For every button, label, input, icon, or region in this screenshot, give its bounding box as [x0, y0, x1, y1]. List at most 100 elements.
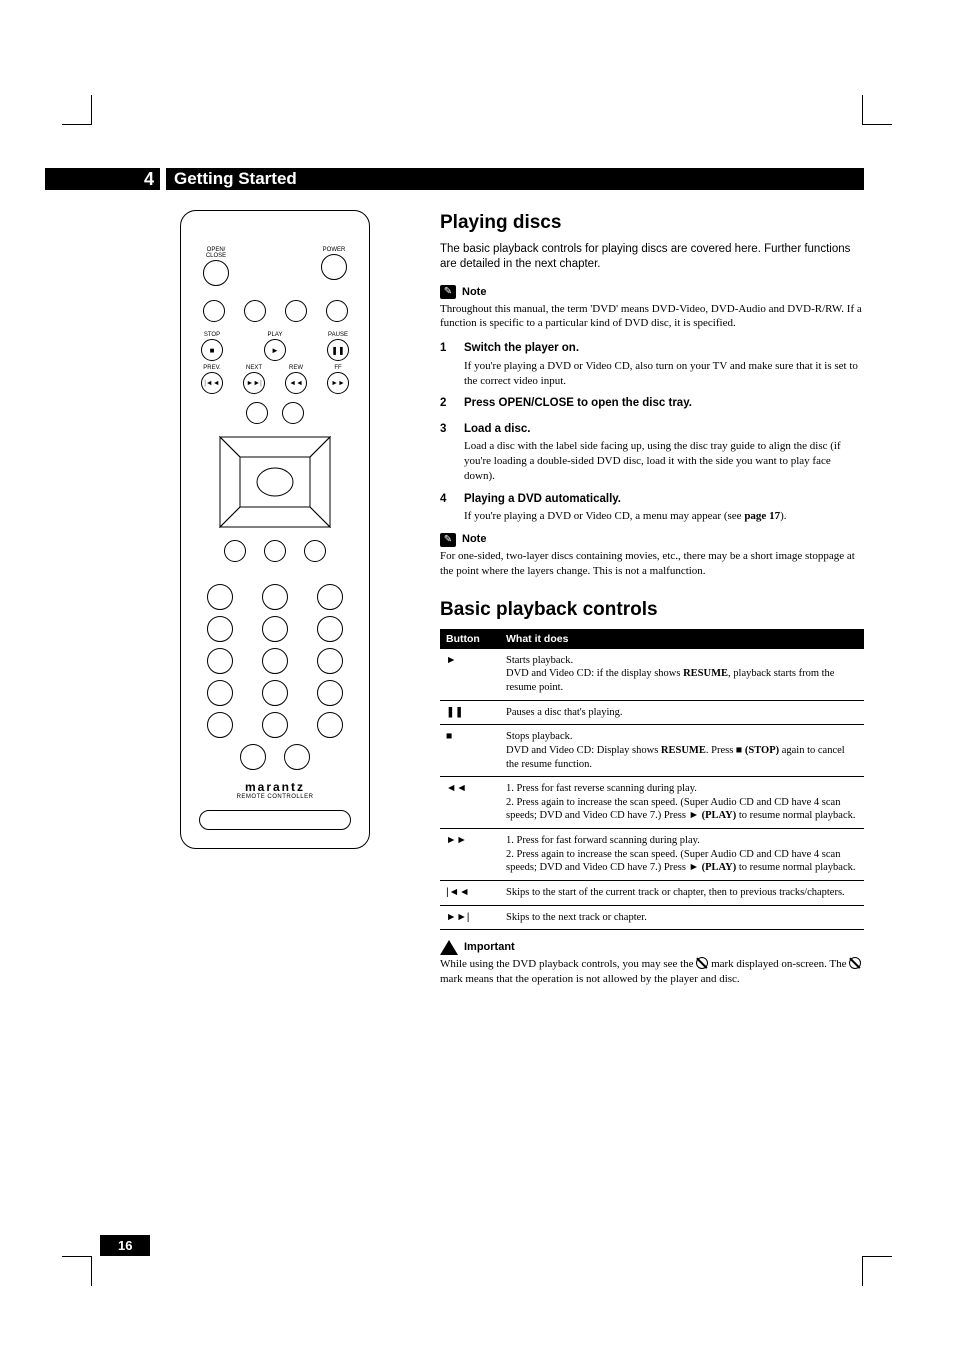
page-content: 4 Getting Started OPEN/ CLOSE POWER — [45, 168, 864, 997]
note-1-text: Throughout this manual, the term 'DVD' m… — [440, 302, 864, 332]
step: 3Load a disc.Load a disc with the label … — [440, 422, 864, 484]
next-label: NEXT — [246, 365, 262, 371]
warning-icon — [440, 940, 458, 955]
generic-button — [317, 584, 343, 610]
generic-button — [317, 616, 343, 642]
pause-label: PAUSE — [328, 332, 348, 338]
remote-base — [199, 810, 351, 830]
important-text: While using the DVD playback controls, y… — [440, 957, 864, 987]
step-number: 3 — [440, 422, 454, 484]
prohibit-icon — [696, 957, 708, 969]
stop-label: STOP — [204, 332, 220, 338]
table-row: ❚❚Pauses a disc that's playing. — [440, 700, 864, 725]
intro-text: The basic playback controls for playing … — [440, 242, 864, 273]
brand-subtitle: REMOTE CONTROLLER — [193, 794, 357, 800]
step-text: If you're playing a DVD or Video CD, als… — [464, 359, 864, 389]
button-symbol: |◄◄ — [440, 881, 500, 906]
generic-button — [317, 648, 343, 674]
table-row: ►►|Skips to the next track or chapter. — [440, 905, 864, 930]
generic-button — [317, 680, 343, 706]
generic-button — [207, 648, 233, 674]
button-description: Pauses a disc that's playing. — [500, 700, 864, 725]
power-label: POWER — [323, 247, 346, 253]
step-number: 4 — [440, 492, 454, 524]
next-button: ►►| — [243, 372, 265, 394]
step-text: Load a disc with the label side facing u… — [464, 439, 864, 484]
ff-label: FF — [334, 365, 341, 371]
ff-button: ►► — [327, 372, 349, 394]
note-icon: ✎ — [440, 285, 456, 299]
generic-button — [207, 584, 233, 610]
table-row: ◄◄1. Press for fast reverse scanning dur… — [440, 777, 864, 829]
page-number: 16 — [100, 1235, 150, 1256]
generic-button — [262, 648, 288, 674]
note-2-text: For one-sided, two-layer discs containin… — [440, 549, 864, 579]
stop-button: ■ — [201, 339, 223, 361]
section-title-basic-controls: Basic playback controls — [440, 597, 864, 623]
generic-button — [244, 300, 266, 322]
table-row: ►►1. Press for fast forward scanning dur… — [440, 829, 864, 881]
table-row: ►Starts playback. DVD and Video CD: if t… — [440, 649, 864, 700]
chapter-header: 4 Getting Started — [45, 168, 864, 190]
steps-list: 1Switch the player on.If you're playing … — [440, 341, 864, 524]
generic-button — [203, 300, 225, 322]
button-symbol: ► — [440, 649, 500, 700]
generic-button — [282, 402, 304, 424]
pause-button: ❚❚ — [327, 339, 349, 361]
table-header-desc: What it does — [500, 629, 864, 649]
step-title: Press OPEN/CLOSE to open the disc tray. — [464, 396, 864, 412]
open-close-label: OPEN/ CLOSE — [206, 247, 226, 259]
button-description: Stops playback. DVD and Video CD: Displa… — [500, 725, 864, 777]
remote-illustration-column: OPEN/ CLOSE POWER STOP■ — [140, 210, 410, 997]
generic-button — [262, 680, 288, 706]
crop-mark-bl — [62, 1256, 92, 1286]
generic-button — [264, 540, 286, 562]
controls-table: Button What it does ►Starts playback. DV… — [440, 629, 864, 931]
play-label: PLAY — [268, 332, 283, 338]
button-symbol: ►►| — [440, 905, 500, 930]
generic-button — [262, 712, 288, 738]
generic-button — [207, 680, 233, 706]
button-description: Skips to the next track or chapter. — [500, 905, 864, 930]
open-close-button — [203, 260, 229, 286]
rew-label: REW — [289, 365, 303, 371]
generic-button — [240, 744, 266, 770]
generic-button — [285, 300, 307, 322]
generic-button — [317, 712, 343, 738]
generic-button — [262, 584, 288, 610]
important-label: Important — [464, 940, 515, 955]
step: 1Switch the player on.If you're playing … — [440, 341, 864, 388]
play-button: ► — [264, 339, 286, 361]
button-description: 1. Press for fast forward scanning durin… — [500, 829, 864, 881]
step: 4Playing a DVD automatically.If you're p… — [440, 492, 864, 524]
note-icon: ✎ — [440, 533, 456, 547]
text-column: Playing discs The basic playback control… — [440, 210, 864, 997]
chapter-title: Getting Started — [166, 168, 864, 190]
crop-mark-tr — [862, 95, 892, 125]
generic-button — [304, 540, 326, 562]
crop-mark-tl — [62, 95, 92, 125]
prev-label: PREV. — [203, 365, 220, 371]
generic-button — [224, 540, 246, 562]
step-number: 1 — [440, 341, 454, 388]
power-button — [321, 254, 347, 280]
button-description: 1. Press for fast reverse scanning durin… — [500, 777, 864, 829]
table-row: ■Stops playback. DVD and Video CD: Displ… — [440, 725, 864, 777]
button-symbol: ❚❚ — [440, 700, 500, 725]
step: 2Press OPEN/CLOSE to open the disc tray. — [440, 396, 864, 414]
prev-button: |◄◄ — [201, 372, 223, 394]
button-symbol: ■ — [440, 725, 500, 777]
prohibit-icon — [849, 957, 861, 969]
rew-button: ◄◄ — [285, 372, 307, 394]
button-description: Skips to the start of the current track … — [500, 881, 864, 906]
step-title: Playing a DVD automatically. — [464, 492, 864, 508]
chapter-number: 4 — [135, 168, 160, 190]
generic-button — [207, 712, 233, 738]
button-description: Starts playback. DVD and Video CD: if th… — [500, 649, 864, 700]
button-symbol: ►► — [440, 829, 500, 881]
table-row: |◄◄Skips to the start of the current tra… — [440, 881, 864, 906]
dpad-diagram — [210, 432, 340, 532]
note-label: Note — [462, 532, 486, 547]
generic-button — [246, 402, 268, 424]
table-header-button: Button — [440, 629, 500, 649]
